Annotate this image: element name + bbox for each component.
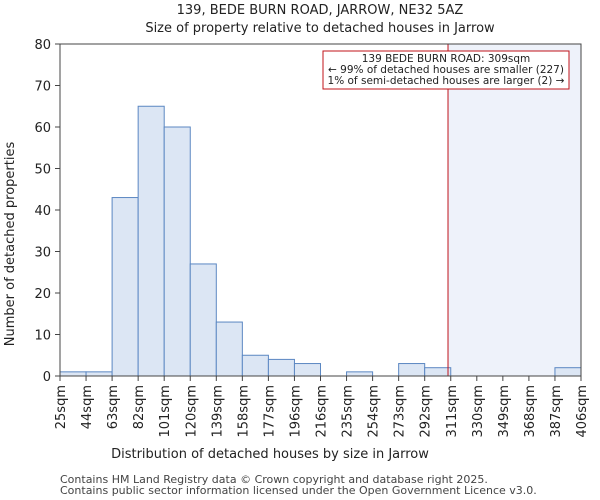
y-tick-label: 50: [34, 163, 51, 178]
x-tick-label: 82sqm: [132, 385, 147, 429]
annotation-box: 139 BEDE BURN ROAD: 309sqm ← 99% of deta…: [322, 50, 570, 90]
y-tick-label: 40: [34, 204, 51, 219]
y-tick-label: 70: [34, 80, 51, 95]
y-tick-label: 0: [43, 370, 51, 385]
highlight-region-layer: [448, 44, 581, 376]
x-tick-label: 101sqm: [158, 385, 173, 438]
histogram-bar: [424, 367, 452, 377]
x-tick-label: 387sqm: [549, 385, 564, 438]
histogram-bar: [554, 367, 582, 377]
x-tick-label: 292sqm: [419, 385, 434, 438]
histogram-bar: [163, 126, 191, 377]
annotation-line-3: 1% of semi-detached houses are larger (2…: [328, 75, 565, 87]
larger-properties-region: [448, 44, 581, 376]
x-tick-label: 44sqm: [80, 385, 95, 429]
histogram-bar: [137, 105, 165, 377]
x-tick-label: 368sqm: [523, 385, 538, 438]
histogram-bar: [267, 358, 295, 377]
y-tick-label: 10: [34, 329, 51, 344]
histogram-bar: [215, 321, 243, 377]
x-tick-label: 63sqm: [106, 385, 121, 429]
histogram-bar: [398, 363, 426, 377]
x-tick-label: 177sqm: [262, 385, 277, 438]
annotation-line-1: 139 BEDE BURN ROAD: 309sqm: [362, 53, 531, 65]
y-tick-label: 80: [34, 38, 51, 53]
x-tick-label: 406sqm: [575, 385, 590, 438]
histogram-bar: [59, 371, 87, 377]
x-tick-label: 158sqm: [236, 385, 251, 438]
chart-title: 139, BEDE BURN ROAD, JARROW, NE32 5AZ: [177, 3, 464, 18]
y-axis-label: Number of detached properties: [3, 142, 18, 347]
x-tick-label: 235sqm: [341, 385, 356, 438]
y-ticks-layer: 0 10 20 30 40 50 60 70 80: [34, 38, 60, 385]
annotation-line-2: ← 99% of detached houses are smaller (22…: [328, 64, 564, 76]
footer-line-1: Contains HM Land Registry data © Crown c…: [60, 473, 488, 486]
y-tick-label: 30: [34, 246, 51, 261]
histogram-bar: [241, 354, 269, 377]
histogram-bar: [189, 263, 217, 377]
histogram-bar: [346, 371, 374, 377]
histogram-bar: [85, 371, 113, 377]
x-tick-label: 216sqm: [315, 385, 330, 438]
x-tick-label: 25sqm: [54, 385, 69, 429]
x-tick-label: 196sqm: [288, 385, 303, 438]
x-axis-label: Distribution of detached houses by size …: [111, 447, 429, 462]
x-tick-label: 120sqm: [184, 385, 199, 438]
y-tick-label: 20: [34, 287, 51, 302]
histogram-bar: [293, 363, 322, 377]
x-tick-label: 311sqm: [445, 385, 460, 438]
y-tick-label: 60: [34, 121, 51, 136]
bars-layer: [59, 105, 582, 377]
x-tick-label: 139sqm: [210, 385, 225, 438]
footer-line-2: Contains public sector information licen…: [60, 484, 537, 497]
x-tick-label: 273sqm: [393, 385, 408, 438]
x-tick-label: 254sqm: [367, 385, 382, 438]
x-tick-label: 330sqm: [471, 385, 486, 438]
histogram-bar: [111, 197, 139, 377]
x-ticks-layer: 25sqm 44sqm 63sqm 82sqm 101sqm 120sqm 139sqm 15…: [54, 376, 590, 438]
chart-subtitle: Size of property relative to detached ho…: [145, 21, 495, 36]
annotation-frame: [322, 50, 570, 90]
x-tick-label: 349sqm: [497, 385, 512, 438]
